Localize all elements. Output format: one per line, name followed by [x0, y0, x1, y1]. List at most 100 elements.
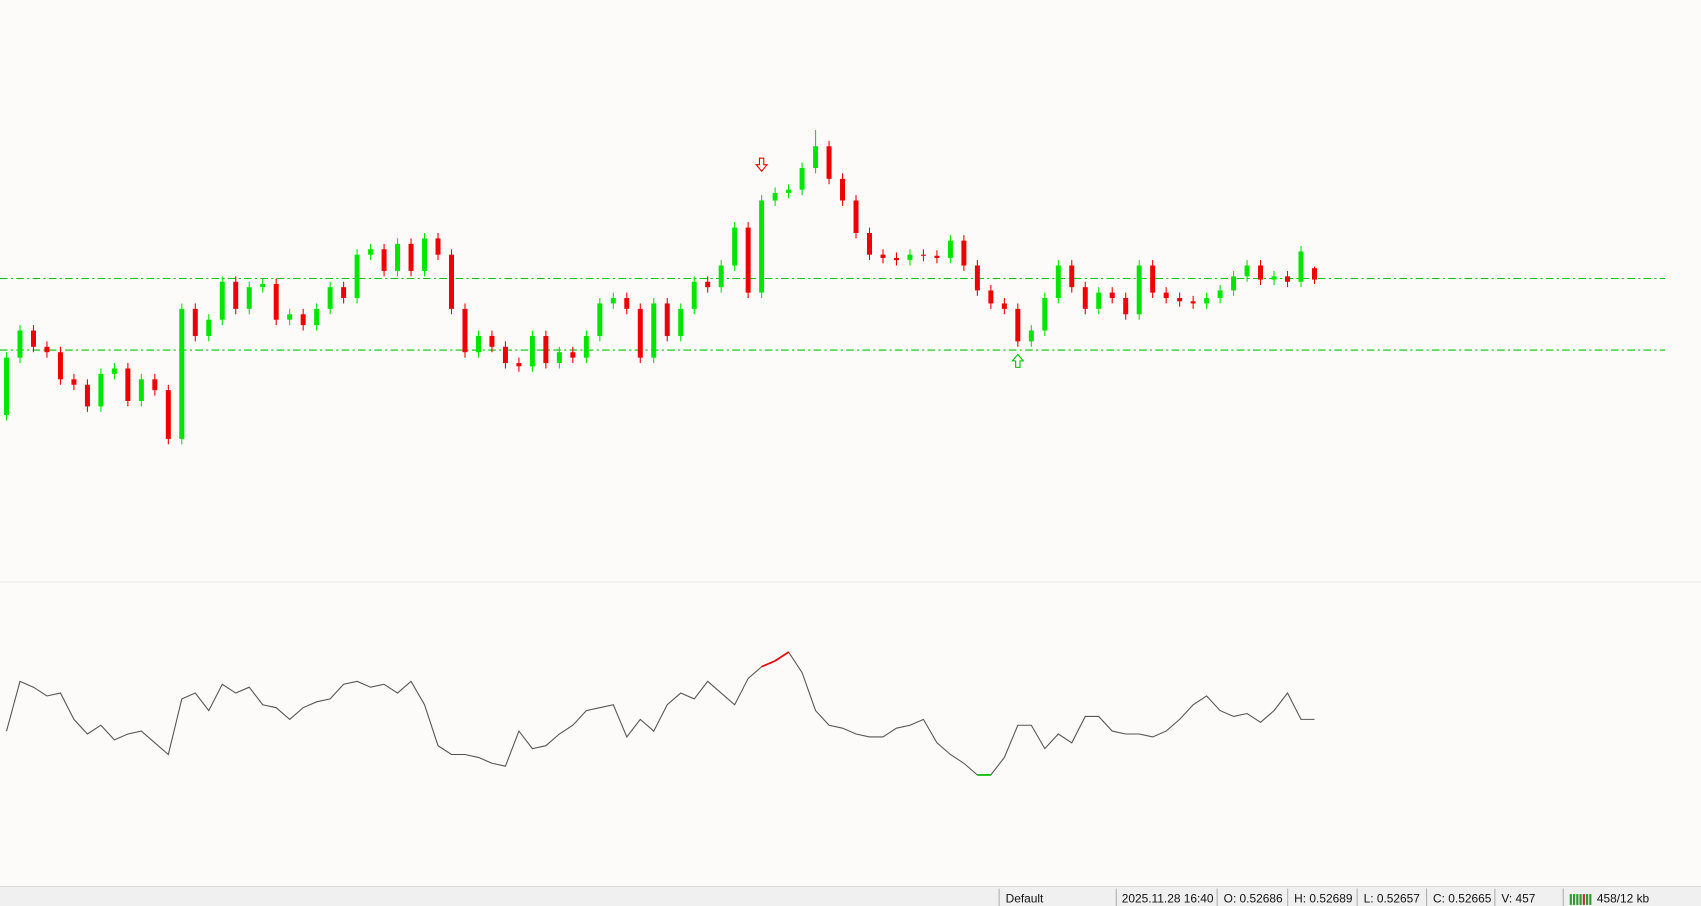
candle-body	[934, 255, 940, 258]
candle-body	[543, 335, 549, 364]
candle-body	[597, 303, 603, 336]
candle-body	[44, 346, 50, 353]
oscillator-line	[5, 651, 1315, 776]
candle-body	[853, 200, 859, 234]
candle-body	[71, 379, 77, 385]
candle-body	[974, 265, 980, 291]
candle-body	[1028, 330, 1034, 342]
candle-body	[637, 308, 643, 358]
candle-body	[368, 249, 374, 255]
candle-body	[489, 335, 495, 347]
candle-body	[1069, 265, 1075, 288]
candle-body	[1136, 265, 1142, 315]
candle-body	[947, 240, 953, 258]
candle-body	[1231, 276, 1237, 291]
candle-body	[422, 238, 428, 271]
connection-icon	[1569, 894, 1592, 905]
candle-body	[17, 330, 23, 358]
status-time: 2025.11.28 16:40	[1122, 892, 1214, 906]
candle-body	[1217, 290, 1223, 299]
candle-body	[907, 254, 913, 261]
candle-body	[354, 254, 360, 299]
candle-body	[57, 352, 63, 380]
candle-body	[502, 346, 508, 364]
candle-body	[1042, 298, 1048, 331]
candle-body	[219, 281, 225, 320]
candle-body	[1311, 268, 1317, 280]
oscillator-zone-segment	[774, 651, 790, 662]
candle-body	[462, 308, 468, 353]
candle-body	[287, 314, 293, 320]
candle-body	[1285, 276, 1291, 282]
signal-arrow	[1011, 353, 1025, 368]
candle-body	[1109, 292, 1115, 299]
oscillator-zone-segment	[761, 660, 776, 668]
status-volume: V: 457	[1501, 892, 1535, 906]
candle-body	[583, 335, 589, 358]
candle-body	[718, 265, 724, 288]
status-bar-bg	[0, 886, 1701, 906]
candle-body	[179, 308, 185, 439]
candle-body	[435, 238, 441, 255]
candle-body	[691, 281, 697, 309]
candle-body	[408, 243, 414, 271]
signal-arrow	[755, 157, 769, 173]
status-traffic: 458/12 kb	[1597, 892, 1650, 906]
candle-body	[300, 314, 306, 326]
candle-body	[786, 189, 792, 193]
candle-body	[125, 368, 131, 401]
candle-body	[381, 249, 387, 271]
candle-body	[165, 390, 171, 439]
candle-body	[1096, 292, 1102, 309]
candle-body	[138, 379, 144, 401]
candle-body	[260, 283, 266, 288]
candle-body	[759, 200, 765, 293]
status-bar: Default 2025.11.28 16:40 O: 0.52686 H: 0…	[0, 885, 1701, 906]
candle-body	[516, 363, 522, 367]
candle-body	[1055, 265, 1061, 299]
candle-body	[1244, 265, 1250, 277]
candle-body	[988, 290, 994, 304]
candle-body	[570, 352, 576, 358]
status-profile: Default	[1006, 892, 1044, 906]
candle-body	[1190, 301, 1196, 304]
candle-body	[772, 192, 778, 201]
candle-body	[152, 379, 158, 391]
candle-body	[664, 303, 670, 336]
candle-body	[475, 335, 481, 353]
candle-body	[4, 357, 10, 416]
candle-body	[799, 167, 805, 190]
candle-body	[30, 330, 36, 347]
candle-body	[1258, 265, 1264, 280]
candle-body	[246, 287, 252, 309]
candle-body	[1001, 303, 1007, 309]
candle-body	[1298, 251, 1304, 282]
candle-body	[111, 368, 117, 374]
candle-body	[1177, 298, 1183, 302]
candle-body	[813, 146, 819, 168]
candle-body	[893, 257, 899, 261]
candle-body	[961, 240, 967, 266]
candle-body	[395, 243, 401, 271]
candle-body	[826, 146, 832, 179]
candle-body	[610, 298, 616, 304]
status-open: O: 0.52686	[1224, 892, 1283, 906]
candle-body	[840, 178, 846, 201]
candle-body	[1204, 298, 1210, 304]
candle-body	[327, 287, 333, 309]
candle-body	[98, 373, 104, 407]
candle-body	[1123, 298, 1129, 315]
candle-body	[678, 308, 684, 336]
candle-body	[1015, 308, 1021, 342]
candle-body	[314, 308, 320, 326]
candle-body	[84, 384, 90, 407]
candle-body	[206, 319, 212, 336]
candle-body	[745, 227, 751, 293]
candle-body	[273, 283, 279, 320]
candle-body	[192, 308, 198, 336]
candle-body	[529, 335, 535, 367]
candle-body	[732, 227, 738, 266]
